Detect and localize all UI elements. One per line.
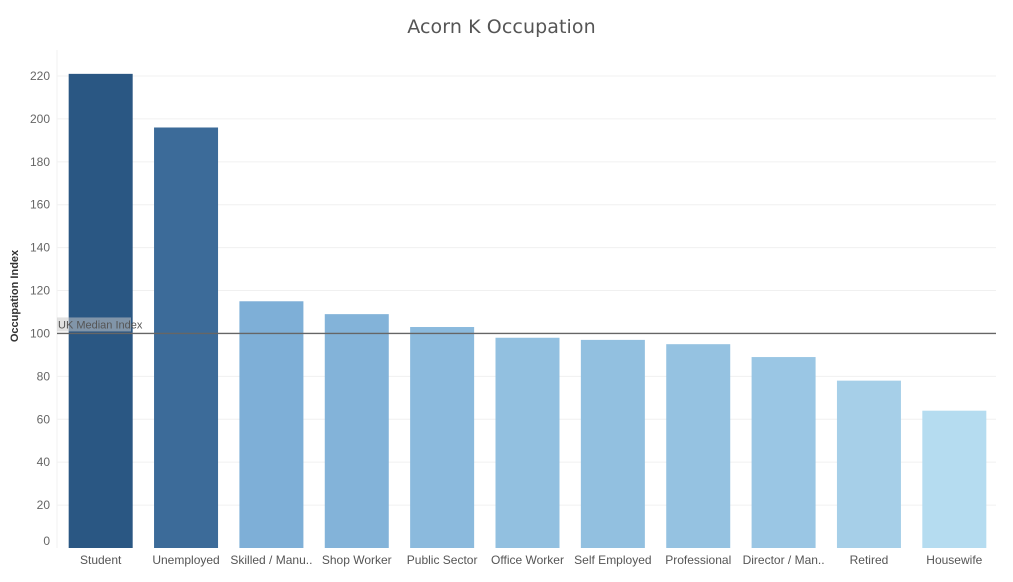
x-tick-label: Student bbox=[80, 553, 122, 567]
x-tick-label: Shop Worker bbox=[322, 553, 392, 567]
x-tick-label: Office Worker bbox=[491, 553, 564, 567]
x-tick-label: Director / Man.. bbox=[743, 553, 825, 567]
y-tick-label: 160 bbox=[30, 198, 50, 212]
bar[interactable] bbox=[68, 73, 133, 548]
y-tick-label: 40 bbox=[37, 455, 51, 469]
bar[interactable] bbox=[751, 357, 816, 548]
x-tick-label: Retired bbox=[850, 553, 889, 567]
x-tick-label: Unemployed bbox=[152, 553, 219, 567]
y-tick-label: 60 bbox=[37, 412, 51, 426]
bar[interactable] bbox=[410, 327, 475, 548]
y-axis-ticks: 0 20 40 60 80 100 120 140 160 180 200 220 bbox=[30, 69, 50, 548]
y-tick-label: 200 bbox=[30, 112, 50, 126]
x-axis-labels: Student Unemployed Skilled / Manu.. Shop Wo… bbox=[80, 553, 983, 567]
bar[interactable] bbox=[154, 127, 219, 548]
y-tick-label: 140 bbox=[30, 241, 50, 255]
x-tick-label: Self Employed bbox=[574, 553, 651, 567]
reference-label-background bbox=[57, 317, 131, 332]
reference-line-label: UK Median Index bbox=[58, 319, 143, 331]
y-tick-label: 80 bbox=[37, 369, 51, 383]
bar[interactable] bbox=[324, 314, 389, 548]
bars bbox=[68, 73, 987, 548]
bar[interactable] bbox=[666, 344, 731, 548]
bar[interactable] bbox=[239, 301, 304, 548]
bar[interactable] bbox=[495, 337, 560, 548]
x-tick-label: Housewife bbox=[926, 553, 982, 567]
x-tick-label: Professional bbox=[665, 553, 731, 567]
bar[interactable] bbox=[836, 380, 901, 548]
x-tick-label: Public Sector bbox=[407, 553, 478, 567]
bar[interactable] bbox=[922, 410, 987, 548]
chart-title: Acorn K Occupation bbox=[407, 16, 596, 38]
y-axis-title: Occupation Index bbox=[9, 249, 21, 342]
y-tick-label: 100 bbox=[30, 326, 50, 340]
y-tick-label: 220 bbox=[30, 69, 50, 83]
y-tick-label: 20 bbox=[37, 498, 51, 512]
y-tick-label: 180 bbox=[30, 155, 50, 169]
bar[interactable] bbox=[580, 339, 645, 548]
reference-line-group: UK Median Index bbox=[57, 317, 996, 335]
y-tick-label: 120 bbox=[30, 284, 50, 298]
y-tick-label: 0 bbox=[43, 534, 50, 548]
x-tick-label: Skilled / Manu.. bbox=[230, 553, 312, 567]
